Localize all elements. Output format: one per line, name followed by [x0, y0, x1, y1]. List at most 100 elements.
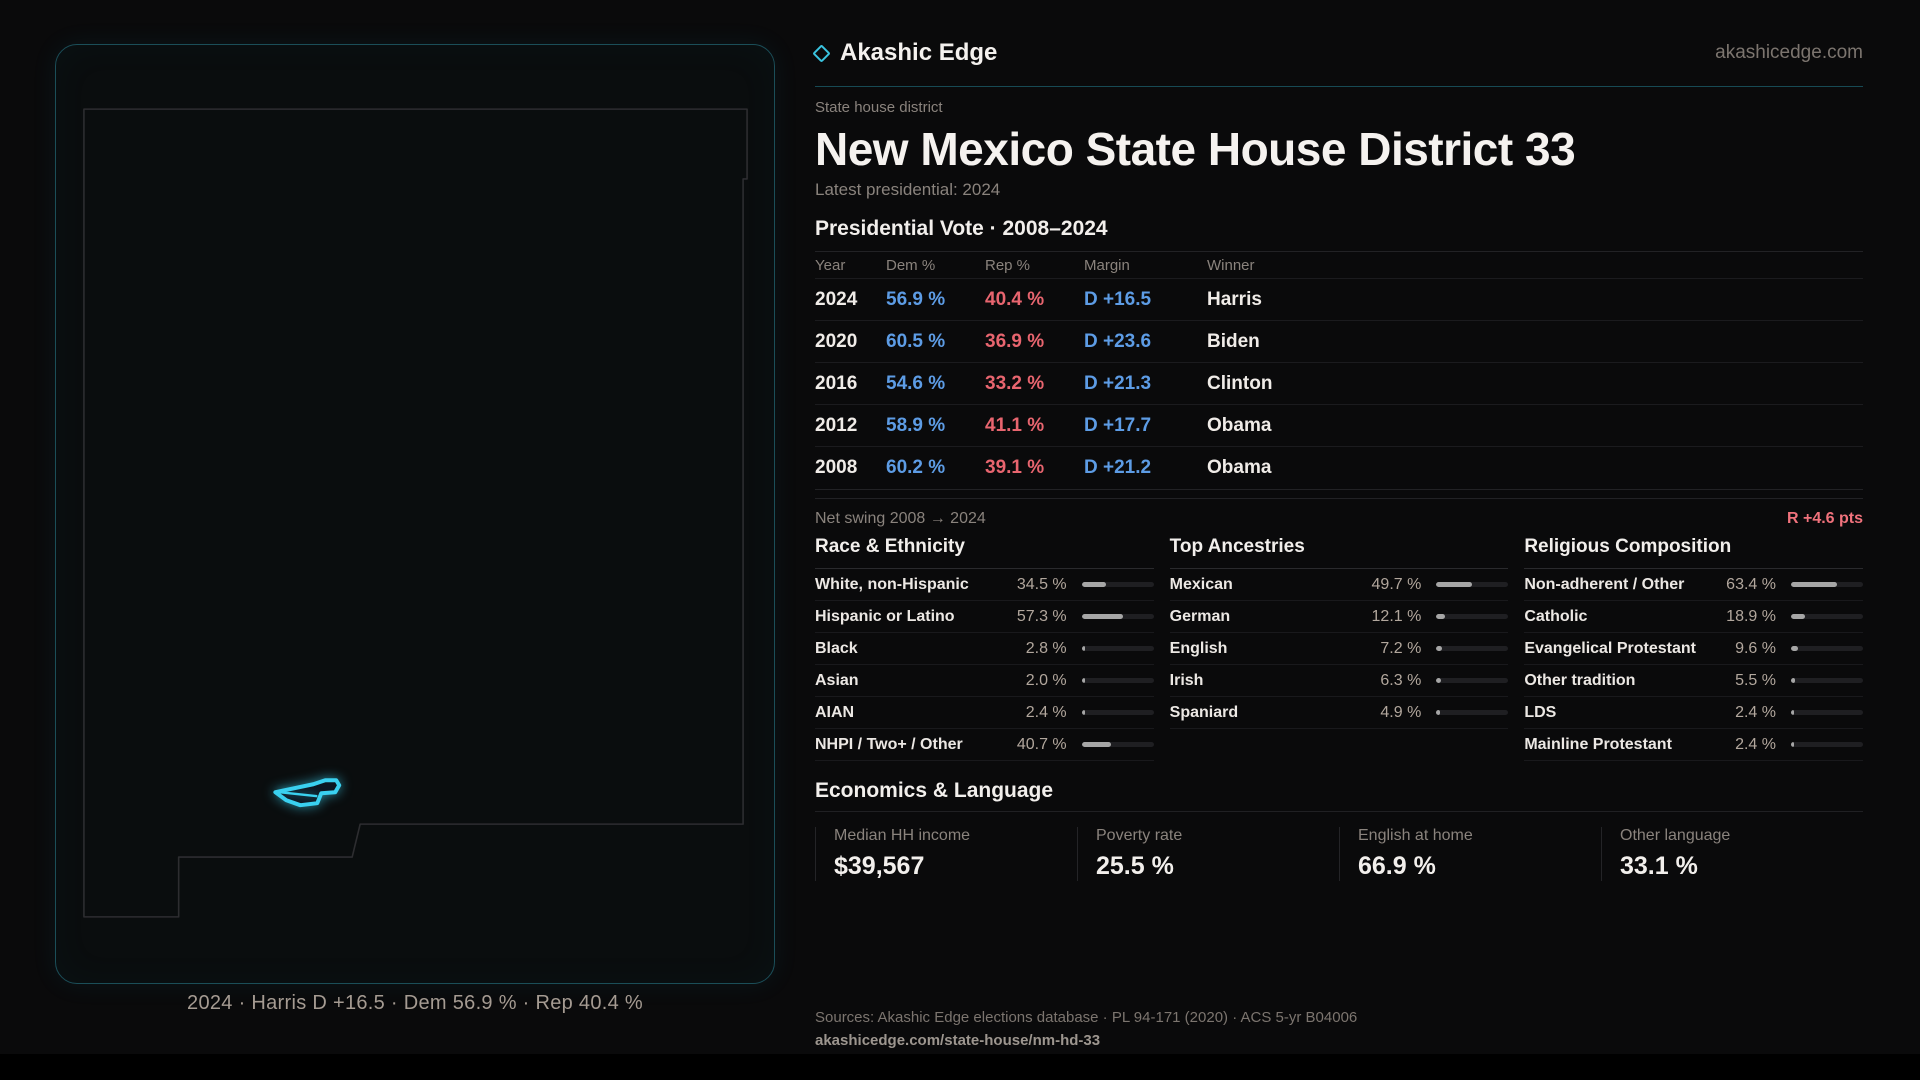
vote-cell-margin: D +21.3 — [1084, 372, 1152, 394]
new-mexico-map — [83, 108, 748, 918]
economics-title: Economics & Language — [815, 779, 1054, 802]
demographic-bar-fill — [1790, 646, 1798, 651]
demographic-value: 49.7 % — [1371, 575, 1422, 593]
demographic-value: 34.5 % — [1016, 575, 1067, 593]
demographic-panels: Race & Ethnicity White, non-Hispanic 34.5 … — [815, 536, 1863, 761]
demographic-bar-fill — [1790, 582, 1837, 587]
vote-cell-dem: 56.9 % — [886, 288, 946, 310]
demographic-label: Non-adherent / Other — [1524, 575, 1685, 593]
subtitle: Latest presidential: 2024 — [815, 180, 1001, 199]
panel-race-ethnicity: Race & Ethnicity White, non-Hispanic 34.5 … — [815, 536, 1154, 761]
permalink[interactable]: akashicedge.com/state-house/nm-hd-33 — [815, 1032, 1101, 1049]
panel-title: Religious Composition — [1524, 536, 1863, 569]
demographic-bar-fill — [1790, 614, 1805, 619]
demographic-label: German — [1169, 607, 1231, 625]
demographic-bar-fill — [1790, 742, 1794, 747]
demographic-label: Hispanic or Latino — [815, 607, 955, 625]
demographic-bar-fill — [1081, 646, 1085, 651]
demographic-value: 57.3 % — [1016, 607, 1067, 625]
demographic-label: Catholic — [1524, 607, 1588, 625]
demographic-bar — [1436, 710, 1509, 715]
demographic-label: Irish — [1169, 671, 1204, 689]
demographic-bar-fill — [1790, 678, 1795, 683]
demographic-row: NHPI / Two+ / Other 40.7 % — [815, 729, 1154, 761]
demographic-row: White, non-Hispanic 34.5 % — [815, 569, 1154, 601]
vote-cell-winner: Clinton — [1207, 372, 1273, 394]
demographic-bar — [1436, 614, 1509, 619]
district-notch — [279, 791, 318, 798]
demographic-label: English — [1169, 639, 1228, 657]
economics-divider — [815, 811, 1863, 812]
demographic-bar — [1081, 646, 1154, 651]
vote-cell-winner: Obama — [1207, 414, 1272, 436]
demographic-bar-fill — [1081, 582, 1107, 587]
demographic-value: 2.4 % — [1735, 703, 1776, 721]
demographic-bar — [1081, 614, 1154, 619]
demographic-value: 40.7 % — [1016, 735, 1067, 753]
demographic-bar-fill — [1436, 646, 1442, 651]
vote-cell-rep: 41.1 % — [985, 414, 1045, 436]
demographic-value: 5.5 % — [1735, 671, 1776, 689]
vote-table-row: 2024 56.9 % 40.4 % D +16.5 Harris — [815, 279, 1863, 321]
demographic-bar — [1790, 742, 1863, 747]
brand: Akashic Edge — [812, 39, 998, 67]
sources-text: Sources: Akashic Edge elections database… — [815, 1009, 1358, 1026]
vote-column-header: Year — [815, 256, 846, 274]
demographic-value: 63.4 % — [1726, 575, 1776, 593]
demographic-row: Non-adherent / Other 63.4 % — [1524, 569, 1863, 601]
demographic-bar-fill — [1790, 710, 1794, 715]
vote-cell-dem: 60.2 % — [886, 457, 946, 478]
net-swing-label: Net swing 2008 → 2024 — [815, 510, 986, 527]
vote-cell-year: 2024 — [815, 288, 858, 310]
demographic-label: Mexican — [1169, 575, 1233, 593]
demographic-label: Black — [815, 639, 858, 657]
vote-table-row: 2008 60.2 % 39.1 % D +21.2 Obama — [815, 447, 1863, 489]
demographic-bar — [1790, 582, 1863, 587]
header-divider — [815, 86, 1863, 87]
demographic-label: Other tradition — [1524, 671, 1636, 689]
demographic-label: White, non-Hispanic — [815, 575, 969, 593]
site-link[interactable]: akashicedge.com — [1715, 42, 1863, 63]
demographic-row: LDS 2.4 % — [1524, 697, 1863, 729]
demographic-value: 6.3 % — [1380, 671, 1422, 689]
demographic-bar-fill — [1436, 614, 1446, 619]
vote-cell-winner: Biden — [1207, 330, 1260, 352]
brand-name: Akashic Edge — [840, 39, 998, 66]
demographic-row: Asian 2.0 % — [815, 665, 1154, 697]
vote-cell-rep: 39.1 % — [985, 457, 1045, 478]
vote-cell-year: 2008 — [815, 457, 858, 478]
demographic-row: Hispanic or Latino 57.3 % — [815, 601, 1154, 633]
demographic-bar-fill — [1081, 742, 1111, 747]
vote-column-header: Rep % — [985, 256, 1031, 274]
demographic-label: NHPI / Two+ / Other — [815, 735, 963, 753]
vote-cell-rep: 40.4 % — [985, 288, 1045, 310]
map-caption: 2024 · Harris D +16.5 · Dem 56.9 % · Rep… — [187, 992, 643, 1014]
demographic-bar — [1436, 678, 1509, 683]
demographic-row: Irish 6.3 % — [1169, 665, 1509, 697]
demographic-bar-fill — [1081, 678, 1085, 683]
page-title: New Mexico State House District 33 — [815, 123, 1576, 175]
vote-cell-year: 2020 — [815, 330, 858, 352]
content-column: Akashic Edge akashicedge.com State house… — [812, 36, 1863, 1050]
demographic-row: English 7.2 % — [1169, 633, 1509, 665]
demographic-label: Mainline Protestant — [1524, 735, 1672, 753]
demographic-label: Evangelical Protestant — [1524, 639, 1696, 657]
vote-column-header: Winner — [1207, 256, 1255, 274]
demographic-bar-fill — [1081, 614, 1123, 619]
stat-value: $39,567 — [834, 852, 925, 880]
vote-cell-margin: D +17.7 — [1084, 414, 1152, 436]
vote-cell-margin: D +23.6 — [1084, 330, 1152, 352]
stat-card: English at home 66.9 % — [1339, 827, 1601, 881]
demographic-bar-fill — [1436, 710, 1440, 715]
demographic-label: Asian — [815, 671, 859, 689]
demographic-row: Spaniard 4.9 % — [1169, 697, 1509, 729]
demographic-bar — [1081, 678, 1154, 683]
vote-cell-year: 2016 — [815, 372, 858, 394]
demographic-row: Black 2.8 % — [815, 633, 1154, 665]
vote-cell-dem: 58.9 % — [886, 414, 946, 436]
stat-label: Other language — [1620, 827, 1731, 844]
district-shape — [273, 778, 342, 808]
vote-cell-rep: 33.2 % — [985, 372, 1045, 394]
demographic-row: German 12.1 % — [1169, 601, 1509, 633]
demographic-bar — [1081, 710, 1154, 715]
